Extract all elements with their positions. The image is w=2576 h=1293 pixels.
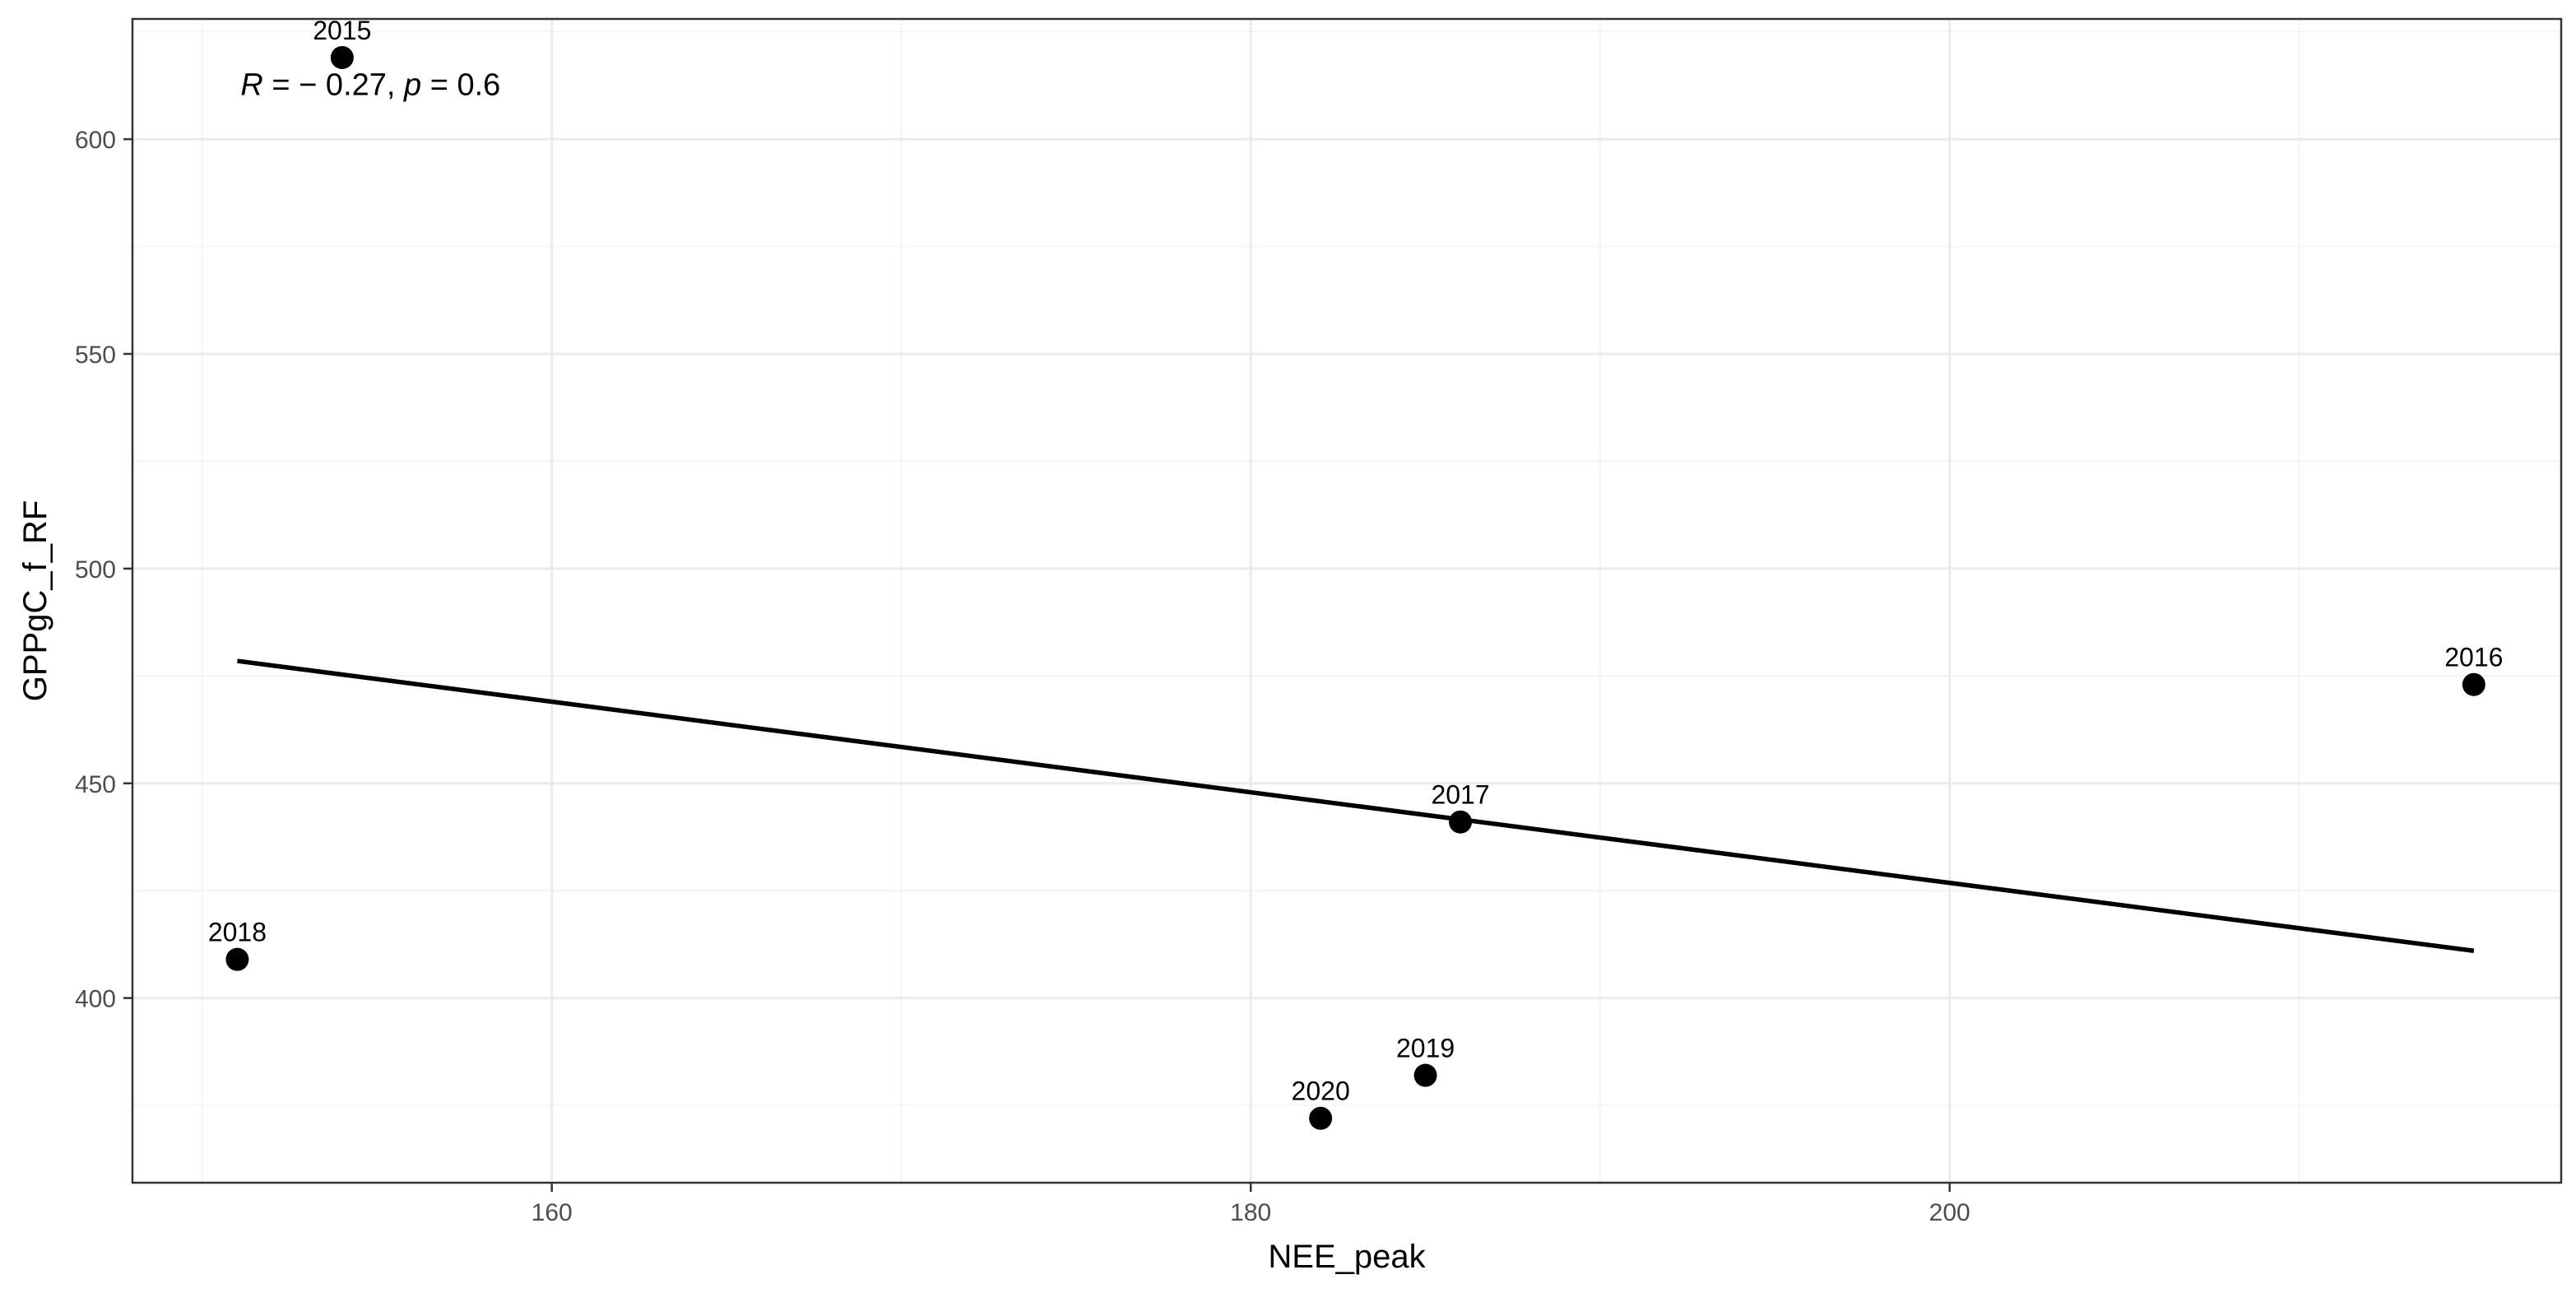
stat-p-symbol: p [403, 67, 421, 102]
plot-panel-border [131, 17, 2563, 1184]
x-tick-label: 180 [1230, 1199, 1271, 1226]
stat-r-symbol: R [240, 67, 262, 102]
data-point-label: 2016 [2444, 643, 2503, 672]
data-point [2462, 672, 2485, 696]
y-axis-title: GPPgC_f_RF [17, 500, 53, 702]
data-point [1309, 1106, 1333, 1130]
axis-ticks-layer: 160 180 200 400 450 500 550 600 [75, 127, 1970, 1226]
regression-line [237, 658, 2475, 953]
x-tick-label: 200 [1929, 1199, 1970, 1226]
x-tick-label: 160 [531, 1199, 573, 1226]
minor-gridlines [132, 19, 2561, 1183]
data-point-label: 2015 [313, 16, 371, 45]
data-point-label: 2017 [1431, 780, 1489, 810]
point-labels-layer: 2015 2016 2017 2018 2019 2020 [208, 16, 2504, 1106]
regression-layer [237, 658, 2475, 953]
data-point-label: 2019 [1396, 1034, 1455, 1063]
major-gridlines [132, 19, 2561, 1183]
y-tick-label: 600 [75, 127, 116, 154]
data-point-label: 2020 [1292, 1077, 1350, 1106]
stat-annotation: R = − 0.27, p = 0.6 [240, 67, 500, 102]
y-tick-label: 450 [75, 771, 116, 798]
data-point-label: 2018 [208, 918, 267, 947]
points-layer [225, 45, 2485, 1130]
x-axis-title: NEE_peak [1268, 1239, 1426, 1275]
stat-r-value: = − 0.27, [263, 67, 404, 102]
data-point [1413, 1063, 1437, 1087]
data-point [225, 947, 249, 971]
data-point [1449, 810, 1473, 834]
y-tick-label: 500 [75, 556, 116, 584]
y-tick-label: 550 [75, 342, 116, 369]
data-point [330, 45, 354, 69]
stat-p-value: = 0.6 [421, 67, 500, 102]
y-tick-label: 400 [75, 986, 116, 1013]
